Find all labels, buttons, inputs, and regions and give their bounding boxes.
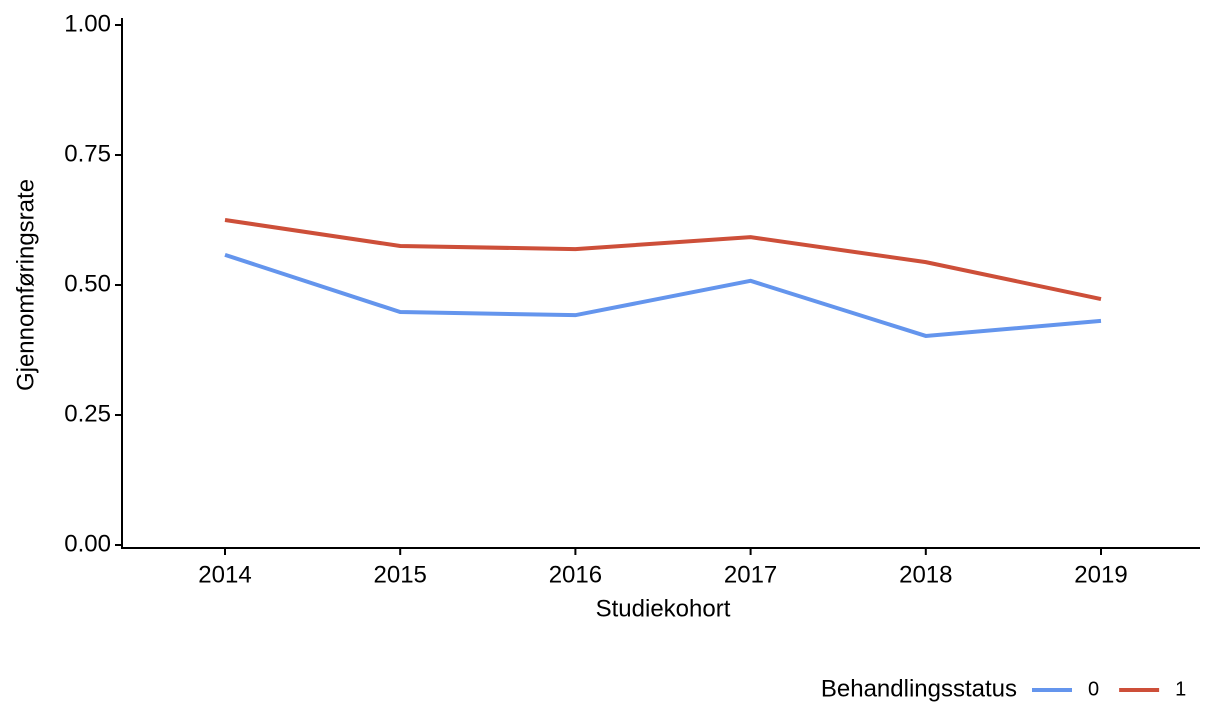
x-axis-title: Studiekohort xyxy=(596,595,731,622)
x-tick-label: 2018 xyxy=(899,561,952,588)
legend-label: 1 xyxy=(1175,678,1186,700)
y-tick-label: 0.75 xyxy=(64,140,111,167)
x-tick-label: 2014 xyxy=(198,561,251,588)
y-axis-title: Gjennomføringsrate xyxy=(12,179,39,391)
legend-label: 0 xyxy=(1088,678,1099,700)
y-tick-label: 1.00 xyxy=(64,10,111,37)
y-tick-label: 0.00 xyxy=(64,530,111,557)
x-tick-label: 2019 xyxy=(1074,561,1127,588)
series-line xyxy=(224,218,1102,301)
x-tick-label: 2015 xyxy=(374,561,427,588)
x-tick-label: 2017 xyxy=(724,561,777,588)
x-tick-label: 2016 xyxy=(549,561,602,588)
legend-title: Behandlingsstatus xyxy=(821,675,1017,702)
y-tick-label: 0.50 xyxy=(64,270,111,297)
y-tick-label: 0.25 xyxy=(64,400,111,427)
series-line xyxy=(224,252,1102,338)
